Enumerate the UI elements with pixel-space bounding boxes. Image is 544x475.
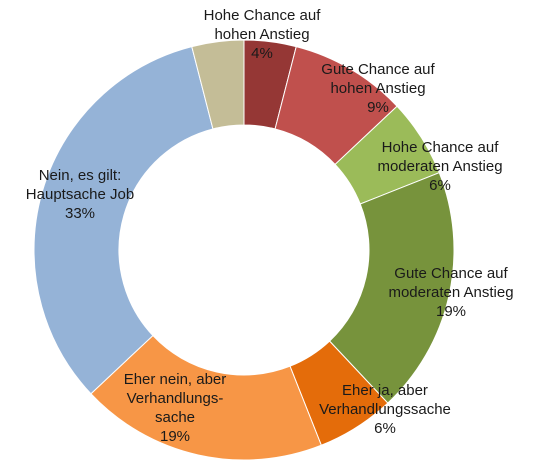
slice-value-label: 19% xyxy=(436,303,466,320)
slice-value-label: 33% xyxy=(65,205,95,222)
slice-label-6: Nein, es gilt: Hauptsache Job 33% xyxy=(26,167,134,222)
slice-label-line: Gute Chance auf xyxy=(394,265,508,282)
slice-label-line: Verhandlungs- xyxy=(127,390,224,407)
slice-value-label: 9% xyxy=(367,99,389,116)
donut-slice-6 xyxy=(33,45,214,395)
slice-label-line: sache xyxy=(155,409,195,426)
slice-label-line: hohen Anstieg xyxy=(330,80,425,97)
slice-value-label: 19% xyxy=(160,428,190,445)
slice-value-label: 4% xyxy=(251,45,273,62)
slice-label-3: Gute Chance auf moderaten Anstieg 19% xyxy=(388,265,513,320)
slice-label-1: Gute Chance auf hohen Anstieg 9% xyxy=(321,61,435,116)
slice-label-line: Hauptsache Job xyxy=(26,186,134,203)
slice-label-5: Eher nein, aber Verhandlungs-sache 19% xyxy=(124,371,227,445)
slice-value-label: 6% xyxy=(429,177,451,194)
slice-label-2: Hohe Chance auf moderaten Anstieg 6% xyxy=(377,139,502,194)
slice-value-label: 6% xyxy=(374,420,396,437)
donut-slice-7 xyxy=(191,39,245,130)
slice-label-line: hohen Anstieg xyxy=(214,26,309,43)
slice-label-line: Verhandlungssache xyxy=(319,401,451,418)
slice-labels: Hohe Chance auf hohen Anstieg 4% Gute Chanc… xyxy=(26,7,514,445)
slice-label-line: Eher nein, aber xyxy=(124,371,227,388)
slice-label-4: Eher ja, aber Verhandlungssache 6% xyxy=(319,382,451,437)
slice-label-line: Eher ja, aber xyxy=(342,382,428,399)
slice-label-0: Hohe Chance auf hohen Anstieg 4% xyxy=(204,7,322,62)
slice-label-line: moderaten Anstieg xyxy=(388,284,513,301)
slice-label-line: Hohe Chance auf xyxy=(382,139,500,156)
slice-label-line: Nein, es gilt: xyxy=(39,167,122,184)
slice-label-line: Hohe Chance auf xyxy=(204,7,322,24)
slice-label-line: Gute Chance auf xyxy=(321,61,435,78)
slice-label-line: moderaten Anstieg xyxy=(377,158,502,175)
donut-slices xyxy=(33,39,455,461)
